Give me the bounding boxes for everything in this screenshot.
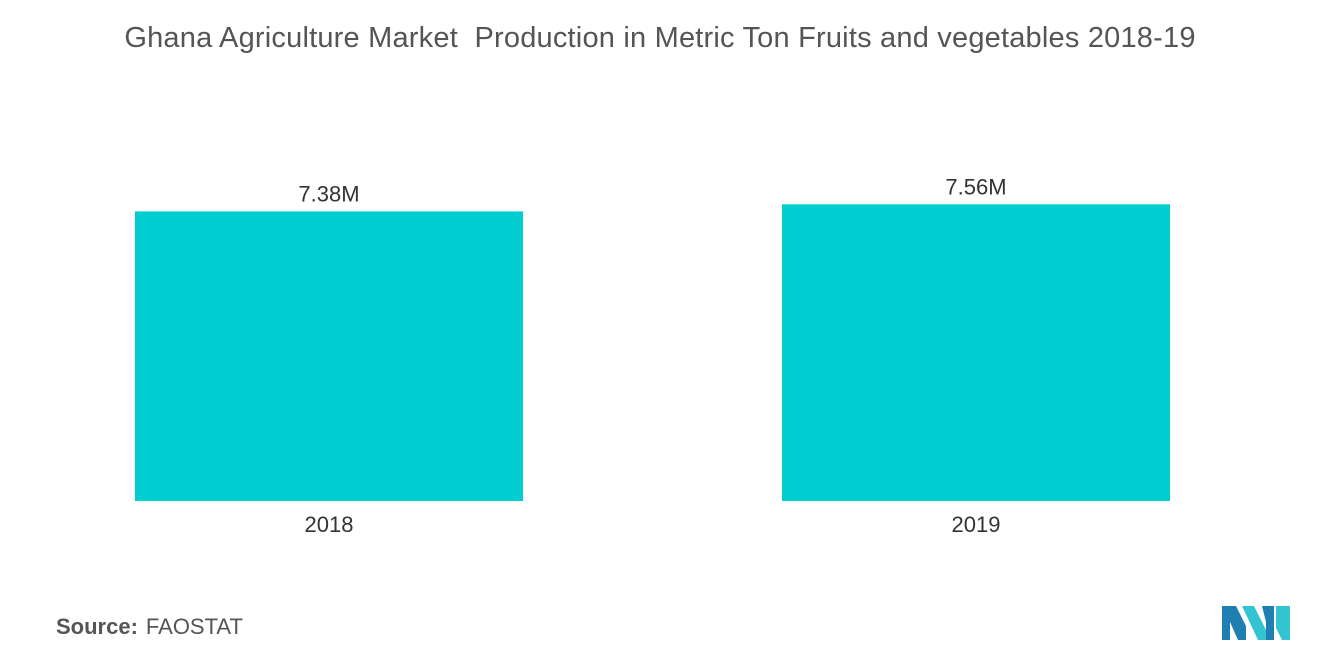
chart-title: Ghana Agriculture Market Production in M… xyxy=(124,22,1196,54)
mordor-intelligence-logo-icon xyxy=(1222,606,1290,640)
bar-2018 xyxy=(135,211,523,501)
source-value: FAOSTAT xyxy=(145,614,243,639)
x-tick-label-2019: 2019 xyxy=(952,512,1001,537)
source-label: Source: xyxy=(56,614,138,639)
data-label-2019: 7.56M xyxy=(945,174,1006,199)
source-note: Source: FAOSTAT xyxy=(56,614,243,640)
labels-layer: 7.38M 2018 7.56M 2019 xyxy=(298,174,1006,537)
x-tick-label-2018: 2018 xyxy=(305,512,354,537)
data-label-2018: 7.38M xyxy=(298,181,359,206)
bar-2019 xyxy=(782,204,1170,501)
bars-layer xyxy=(135,204,1170,501)
